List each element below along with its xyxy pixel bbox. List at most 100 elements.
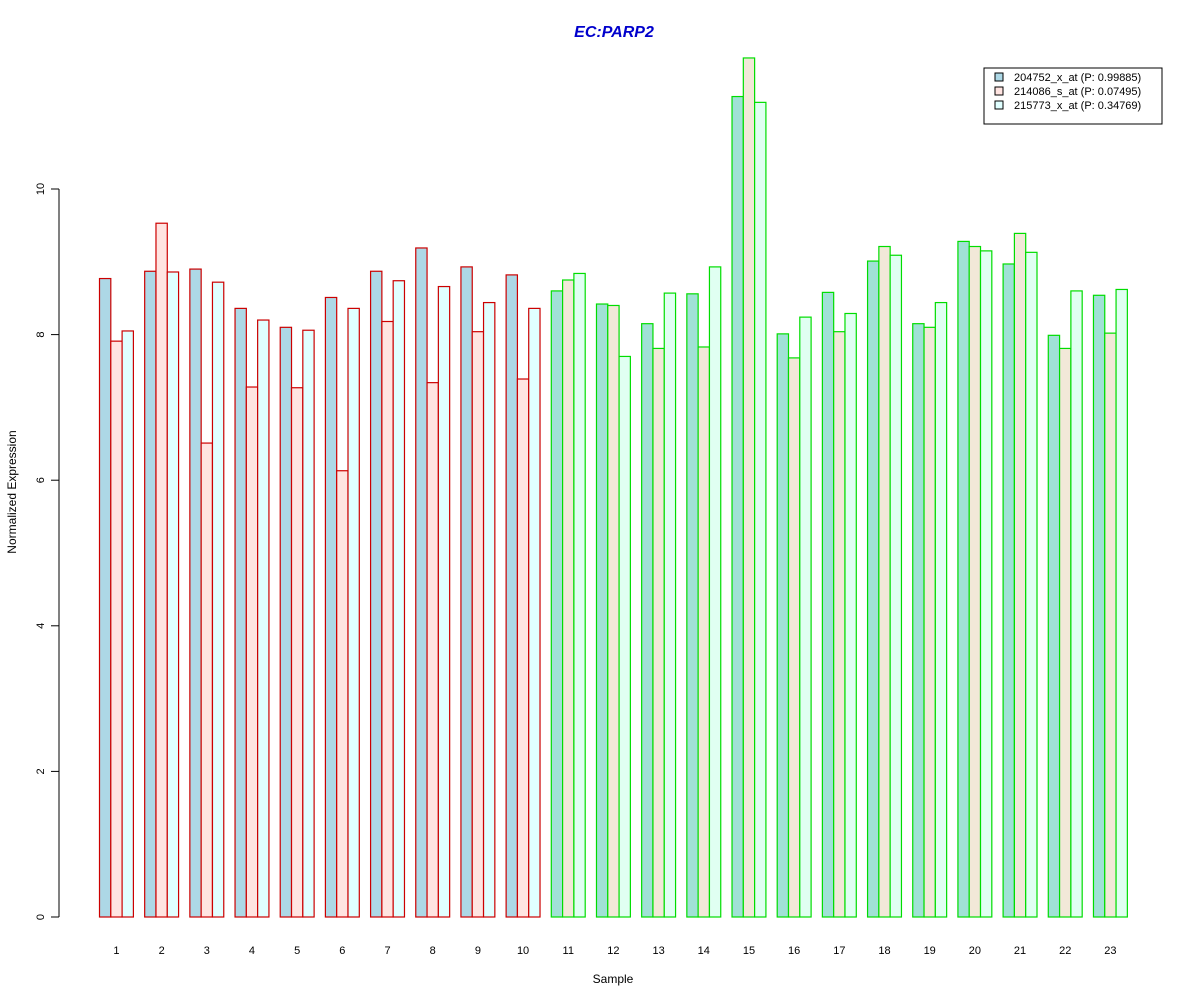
bar-sample-1-series-2 [110, 340, 123, 918]
bar-sample-17-series-2 [833, 331, 846, 918]
bar-sample-6-series-2 [336, 470, 349, 918]
bar-sample-2-series-2 [155, 222, 168, 918]
bar-sample-23-series-3 [1115, 288, 1128, 918]
bar-sample-12-series-2 [607, 304, 620, 918]
x-tick-label: 12 [607, 945, 619, 957]
bar-sample-9-series-3 [482, 301, 496, 918]
bar-sample-19-series-3 [934, 301, 948, 918]
bar-sample-16-series-2 [787, 357, 801, 918]
legend-swatch-3 [994, 100, 1004, 110]
bar-sample-21-series-3 [1025, 251, 1038, 918]
x-tick-label: 11 [563, 945, 574, 957]
bar-sample-12-series-3 [618, 355, 631, 918]
y-axis-title: Normalized Expression [5, 430, 19, 553]
y-tick-label: 6 [35, 477, 47, 483]
bar-sample-13-series-1 [641, 323, 654, 918]
y-axis: 0 2 4 6 8 10 [35, 183, 60, 920]
y-tick-label: 4 [35, 623, 47, 629]
bar-sample-11-series-1 [550, 290, 564, 918]
bar-sample-4-series-2 [245, 386, 259, 918]
bar-sample-3-series-3 [211, 281, 225, 918]
legend-label-3: 215773_x_at (P: 0.34769) [1014, 100, 1141, 112]
bar-sample-6-series-1 [324, 296, 338, 918]
bar-sample-18-series-2 [878, 245, 891, 918]
bar-sample-5-series-3 [302, 329, 315, 918]
legend: 204752_x_at (P: 0.99885) 214086_s_at (P: … [983, 67, 1163, 125]
bar-sample-3-series-1 [189, 268, 202, 918]
y-tick-label: 0 [35, 914, 47, 920]
bar-sample-15-series-1 [731, 95, 744, 918]
x-tick-label: 21 [1014, 945, 1026, 957]
x-tick-label: 14 [698, 945, 710, 957]
bar-sample-7-series-2 [381, 320, 394, 918]
bar-sample-19-series-1 [912, 323, 925, 918]
bar-sample-9-series-1 [460, 266, 473, 918]
bar-sample-6-series-3 [347, 307, 360, 918]
bar-sample-8-series-1 [415, 247, 428, 918]
chart-title: EC:PARP2 [574, 24, 654, 41]
bar-sample-11-series-3 [573, 272, 586, 918]
bar-sample-23-series-2 [1104, 332, 1117, 918]
x-tick-label: 6 [339, 945, 345, 957]
bar-sample-15-series-3 [754, 101, 767, 918]
bar-sample-21-series-1 [1002, 263, 1015, 918]
x-axis: 1 2 3 4 5 6 7 8 9 10 11 12 13 14 15 16 17 18 19 20 21 22 23 [113, 945, 1116, 957]
bar-sample-17-series-3 [844, 312, 857, 918]
bar-sample-18-series-1 [866, 260, 880, 918]
bar-sample-14-series-1 [686, 293, 699, 918]
bar-sample-1-series-3 [121, 330, 134, 918]
bar-sample-10-series-2 [516, 378, 530, 918]
bar-sample-23-series-1 [1092, 294, 1106, 918]
x-tick-label: 8 [430, 945, 436, 957]
legend-swatch-2 [994, 86, 1004, 96]
legend-box [983, 67, 1163, 125]
bar-sample-8-series-2 [426, 382, 439, 918]
x-tick-label: 13 [652, 945, 664, 957]
bar-sample-2-series-1 [144, 270, 157, 918]
bar-sample-1-series-1 [98, 277, 112, 918]
x-tick-label: 9 [475, 945, 481, 957]
legend-label-2: 214086_s_at (P: 0.07495) [1014, 86, 1141, 98]
bar-sample-22-series-3 [1070, 290, 1083, 918]
x-tick-label: 20 [969, 945, 981, 957]
bars-group [98, 57, 1128, 918]
bar-sample-20-series-2 [968, 245, 982, 918]
bar-sample-22-series-2 [1058, 347, 1072, 918]
bar-sample-17-series-1 [821, 291, 835, 918]
bar-sample-20-series-1 [957, 240, 970, 918]
legend-label-1: 204752_x_at (P: 0.99885) [1014, 72, 1141, 84]
x-tick-label: 5 [294, 945, 300, 957]
bar-sample-7-series-1 [369, 270, 383, 918]
bar-sample-9-series-2 [471, 331, 485, 918]
bar-sample-4-series-1 [234, 307, 247, 918]
x-tick-label: 17 [833, 945, 845, 957]
legend-swatch-1 [994, 72, 1004, 82]
x-tick-label: 23 [1104, 945, 1116, 957]
y-tick-label: 2 [35, 768, 47, 774]
bar-sample-14-series-2 [697, 346, 711, 918]
x-tick-label: 16 [788, 945, 800, 957]
x-tick-label: 10 [517, 945, 529, 957]
bar-sample-19-series-2 [923, 326, 936, 918]
bar-sample-10-series-3 [528, 307, 541, 918]
x-tick-label: 3 [204, 945, 210, 957]
bar-sample-11-series-2 [561, 279, 575, 918]
bar-sample-12-series-1 [595, 303, 609, 918]
x-tick-label: 4 [249, 945, 255, 957]
x-tick-label: 22 [1059, 945, 1071, 957]
bar-sample-21-series-2 [1013, 232, 1027, 918]
bar-sample-13-series-3 [663, 292, 677, 918]
bar-sample-14-series-3 [708, 266, 722, 918]
x-tick-label: 15 [743, 945, 755, 957]
x-axis-title: Sample [593, 972, 634, 986]
bar-sample-5-series-1 [279, 326, 293, 918]
bar-sample-2-series-3 [166, 271, 180, 918]
bar-sample-20-series-3 [979, 250, 993, 918]
bar-sample-5-series-2 [290, 387, 304, 918]
bar-sample-18-series-3 [889, 254, 903, 918]
bar-sample-22-series-1 [1047, 334, 1061, 918]
bar-sample-16-series-1 [776, 333, 790, 918]
x-tick-label: 18 [878, 945, 890, 957]
bar-sample-4-series-3 [257, 319, 270, 918]
bar-sample-7-series-3 [392, 280, 406, 918]
